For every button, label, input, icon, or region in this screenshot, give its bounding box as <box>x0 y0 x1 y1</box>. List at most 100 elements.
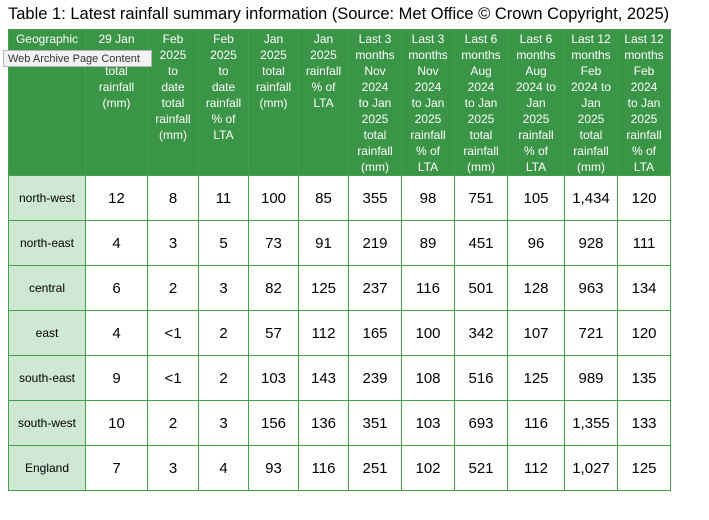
table-cell: 105 <box>507 175 565 221</box>
table-cell: 116 <box>507 400 565 446</box>
table-cell: 355 <box>348 175 402 221</box>
table-cell: 4 <box>198 445 249 491</box>
table-cell: 516 <box>454 355 508 401</box>
table-cell: 112 <box>507 445 565 491</box>
table-cell: 134 <box>617 265 671 311</box>
table-cell: 93 <box>248 445 299 491</box>
table-cell: 10 <box>85 400 148 446</box>
table-cell: 3 <box>147 220 199 266</box>
region-cell: east <box>8 310 86 356</box>
table-cell: 133 <box>617 400 671 446</box>
column-header: Last 6 months Aug 2024 to Jan 2025 rainf… <box>507 29 565 176</box>
table-cell: 3 <box>198 400 249 446</box>
table-cell: 3 <box>198 265 249 311</box>
table-cell: 96 <box>507 220 565 266</box>
table-cell: 73 <box>248 220 299 266</box>
table-cell: 501 <box>454 265 508 311</box>
table-cell: 102 <box>401 445 455 491</box>
table-cell: 120 <box>617 175 671 221</box>
table-cell: 91 <box>298 220 349 266</box>
table-cell: 98 <box>401 175 455 221</box>
table-cell: 989 <box>564 355 618 401</box>
table-cell: 963 <box>564 265 618 311</box>
table-cell: 103 <box>401 400 455 446</box>
column-header: Last 6 months Aug 2024 to Jan 2025 total… <box>454 29 508 176</box>
table-cell: 5 <box>198 220 249 266</box>
column-header: Last 3 months Nov 2024 to Jan 2025 rainf… <box>401 29 455 176</box>
table-cell: 1,355 <box>564 400 618 446</box>
table-cell: 125 <box>298 265 349 311</box>
column-header: Last 12 months Feb 2024 to Jan 2025 tota… <box>564 29 618 176</box>
table-cell: 219 <box>348 220 402 266</box>
table-cell: 120 <box>617 310 671 356</box>
table-cell: 2 <box>147 400 199 446</box>
table-cell: 4 <box>85 310 148 356</box>
table-cell: 7 <box>85 445 148 491</box>
table-row: south-west 10 2 3 156 136 351 103 693 11… <box>8 400 671 446</box>
table-row: north-west 12 8 11 100 85 355 98 751 105… <box>8 175 671 221</box>
table-cell: 2 <box>198 355 249 401</box>
table-cell: 251 <box>348 445 402 491</box>
table-cell: 521 <box>454 445 508 491</box>
table-cell: 1,027 <box>564 445 618 491</box>
table-cell: 237 <box>348 265 402 311</box>
table-cell: 4 <box>85 220 148 266</box>
column-header: Last 3 months Nov 2024 to Jan 2025 total… <box>348 29 402 176</box>
table-cell: 1,434 <box>564 175 618 221</box>
table-cell: 6 <box>85 265 148 311</box>
table-caption: Table 1: Latest rainfall summary informa… <box>8 5 670 23</box>
table-cell: 125 <box>507 355 565 401</box>
column-header: Last 12 months Feb 2024 to Jan 2025 rain… <box>617 29 671 176</box>
region-cell: north-west <box>8 175 86 221</box>
table-row: England 7 3 4 93 116 251 102 521 112 1,0… <box>8 445 671 491</box>
table-cell: 12 <box>85 175 148 221</box>
rainfall-summary-table: Geographic 29 Jan 2025 total rainfall (m… <box>8 29 671 491</box>
table-cell: 143 <box>298 355 349 401</box>
table-cell: 239 <box>348 355 402 401</box>
table-cell: 107 <box>507 310 565 356</box>
table-cell: 165 <box>348 310 402 356</box>
table-cell: 125 <box>617 445 671 491</box>
table-cell: 2 <box>198 310 249 356</box>
table-row: east 4 <1 2 57 112 165 100 342 107 721 1… <box>8 310 671 356</box>
table-cell: 721 <box>564 310 618 356</box>
region-cell: south-west <box>8 400 86 446</box>
region-cell: north-east <box>8 220 86 266</box>
table-cell: 82 <box>248 265 299 311</box>
table-cell: 693 <box>454 400 508 446</box>
table-cell: 11 <box>198 175 249 221</box>
table-cell: 108 <box>401 355 455 401</box>
region-cell: England <box>8 445 86 491</box>
table-cell: 100 <box>401 310 455 356</box>
table-cell: 89 <box>401 220 455 266</box>
column-header: Feb 2025 to date total rainfall (mm) <box>147 29 199 176</box>
table-cell: 156 <box>248 400 299 446</box>
column-header: Jan 2025 rainfall % of LTA <box>298 29 349 176</box>
table-cell: 342 <box>454 310 508 356</box>
region-cell: central <box>8 265 86 311</box>
table-cell: 2 <box>147 265 199 311</box>
table-cell: 111 <box>617 220 671 266</box>
table-cell: 57 <box>248 310 299 356</box>
region-cell: south-east <box>8 355 86 401</box>
table-cell: 116 <box>298 445 349 491</box>
table-cell: 451 <box>454 220 508 266</box>
column-header: Feb 2025 to date rainfall % of LTA <box>198 29 249 176</box>
table-cell: 136 <box>298 400 349 446</box>
table-cell: <1 <box>147 355 199 401</box>
table-cell: 112 <box>298 310 349 356</box>
table-cell: <1 <box>147 310 199 356</box>
table-cell: 135 <box>617 355 671 401</box>
table-cell: 3 <box>147 445 199 491</box>
table-cell: 928 <box>564 220 618 266</box>
table-cell: 100 <box>248 175 299 221</box>
table-cell: 751 <box>454 175 508 221</box>
column-header: Jan 2025 total rainfall (mm) <box>248 29 299 176</box>
table-cell: 116 <box>401 265 455 311</box>
archive-tooltip: Web Archive Page Content <box>3 50 152 67</box>
table-cell: 85 <box>298 175 349 221</box>
table-row: north-east 4 3 5 73 91 219 89 451 96 928… <box>8 220 671 266</box>
table-cell: 351 <box>348 400 402 446</box>
table-cell: 103 <box>248 355 299 401</box>
table-cell: 128 <box>507 265 565 311</box>
